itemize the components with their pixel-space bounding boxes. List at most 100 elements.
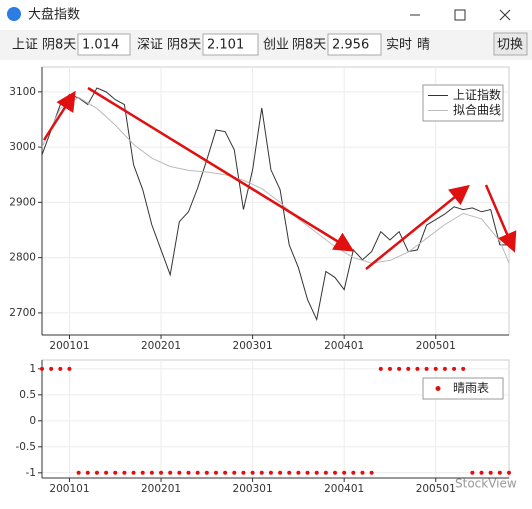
point [259, 470, 264, 475]
point [461, 366, 466, 371]
y-tick-label: 0.5 [19, 389, 36, 401]
x-tick-label: 200201 [141, 483, 181, 495]
point [213, 470, 218, 475]
legend-label: 晴雨表 [453, 381, 489, 395]
point [287, 470, 292, 475]
point [159, 470, 164, 475]
legend [422, 377, 504, 400]
switch-button[interactable] [493, 32, 528, 56]
point [40, 366, 44, 371]
x-tick-label: 200501 [416, 340, 456, 352]
point [424, 366, 429, 371]
arrow [42, 90, 76, 141]
point [305, 470, 310, 475]
value-input[interactable] [77, 33, 131, 56]
maximize-button[interactable] [454, 9, 466, 21]
trend-arrows [42, 86, 517, 270]
close-button[interactable] [499, 9, 511, 21]
point [177, 470, 182, 475]
point [195, 470, 200, 475]
point [204, 470, 209, 475]
point [186, 470, 191, 475]
arrow [484, 184, 517, 253]
x-tick-label: 200401 [324, 483, 364, 495]
x-tick-label: 200201 [141, 340, 181, 352]
index-name: 深证 [137, 38, 163, 53]
point [378, 366, 383, 371]
point [369, 470, 374, 475]
x-tick-label: 200301 [233, 483, 273, 495]
y-tick-label: 2700 [9, 307, 36, 319]
y-tick-label: 3100 [9, 86, 36, 98]
point [58, 366, 63, 371]
point [104, 470, 109, 475]
x-tick-label: 200401 [324, 340, 364, 352]
point [232, 470, 237, 475]
point [278, 470, 283, 475]
legend-label: 上证指数 [453, 87, 501, 102]
point [168, 470, 173, 475]
index-value: 2.101 [207, 38, 244, 53]
index-trend: 阴8天 [42, 38, 76, 53]
y-tick-label: 2800 [9, 252, 36, 264]
index-name: 上证 [12, 38, 38, 53]
legend [422, 84, 504, 122]
legend-swatch [435, 386, 441, 391]
y-tick-label: -1 [26, 467, 36, 479]
point [333, 470, 338, 475]
line-series [41, 96, 510, 264]
y-tick-label: 0 [29, 415, 36, 427]
point [131, 470, 136, 475]
point [406, 366, 411, 371]
window-title: 大盘指数 [28, 7, 80, 23]
index-value: 2.956 [332, 38, 369, 53]
point [397, 366, 402, 371]
point [223, 470, 228, 475]
value-input[interactable] [202, 33, 259, 56]
point [122, 470, 127, 475]
point [113, 470, 118, 475]
point [507, 470, 511, 475]
index-trend: 阴8天 [167, 38, 201, 53]
point [76, 470, 81, 475]
x-tick-label: 200101 [49, 483, 89, 495]
y-tick-label: 2900 [9, 196, 36, 208]
value-input[interactable] [327, 33, 382, 56]
point [67, 366, 72, 371]
watermark: StockView [455, 477, 517, 491]
point [85, 470, 90, 475]
point [442, 366, 447, 371]
y-tick-label: 1 [29, 363, 36, 375]
point [479, 470, 484, 475]
y-tick-label: -0.5 [16, 441, 37, 453]
point [433, 366, 438, 371]
point [351, 470, 356, 475]
charts: 2700 2800 2900 3000 3100 200101 200201 200301 20… [9, 66, 511, 495]
legend-label: 拟合曲线 [453, 102, 501, 117]
switch-button-label: 切换 [497, 38, 523, 53]
point [49, 366, 54, 371]
arrow [365, 184, 470, 270]
point [94, 470, 99, 475]
point [241, 470, 246, 475]
point [470, 470, 475, 475]
line-series [41, 87, 509, 322]
realtime-value: 晴 [417, 38, 430, 53]
x-tick-label: 200301 [233, 340, 273, 352]
point [360, 470, 365, 475]
point [452, 366, 457, 371]
point [250, 470, 255, 475]
point [342, 470, 347, 475]
arrow [87, 86, 355, 252]
point [415, 366, 420, 371]
point [323, 470, 328, 475]
index-trend: 阴8天 [292, 38, 326, 53]
point [149, 470, 154, 475]
app-icon [7, 7, 21, 21]
point [140, 470, 145, 475]
index-name: 创业 [263, 38, 289, 53]
point [268, 470, 273, 475]
realtime-label: 实时 [386, 38, 412, 53]
point [387, 366, 392, 371]
